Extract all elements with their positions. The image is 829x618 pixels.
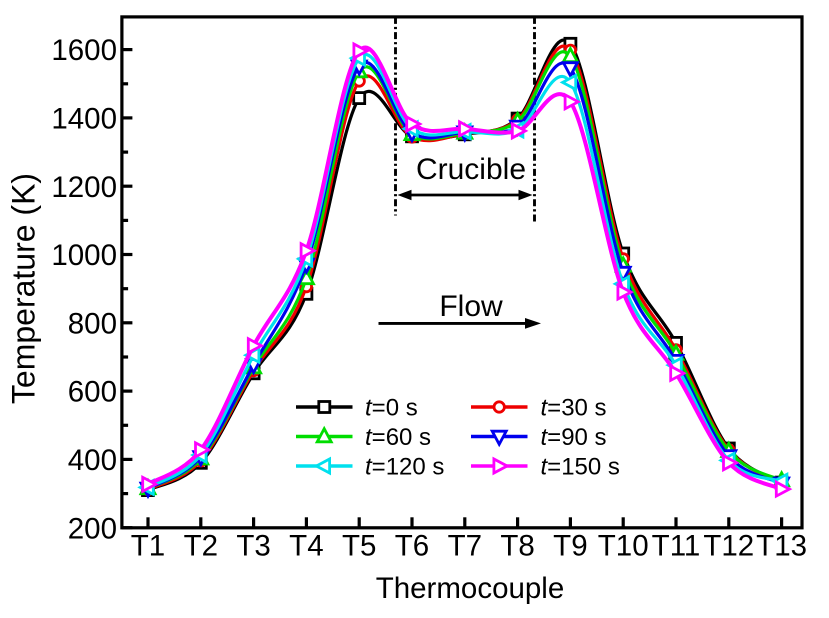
svg-text:1400: 1400 <box>51 103 117 136</box>
svg-text:t=0 s: t=0 s <box>365 394 418 421</box>
svg-text:1600: 1600 <box>51 34 117 67</box>
svg-text:t=30 s: t=30 s <box>541 394 607 421</box>
svg-text:T4: T4 <box>289 530 323 563</box>
svg-text:800: 800 <box>68 307 117 340</box>
svg-text:t=150 s: t=150 s <box>541 453 620 480</box>
svg-text:t=90 s: t=90 s <box>541 424 607 451</box>
svg-text:Thermocouple: Thermocouple <box>376 572 565 605</box>
svg-text:T1: T1 <box>131 530 165 563</box>
svg-text:t=120 s: t=120 s <box>365 453 444 480</box>
svg-text:T7: T7 <box>448 530 482 563</box>
svg-text:200: 200 <box>68 512 117 545</box>
svg-text:t=60 s: t=60 s <box>365 424 431 451</box>
svg-text:1000: 1000 <box>51 239 117 272</box>
svg-text:T10: T10 <box>598 530 649 563</box>
svg-text:T11: T11 <box>652 530 701 563</box>
svg-text:T8: T8 <box>500 530 534 563</box>
svg-text:T12: T12 <box>703 530 754 563</box>
svg-text:Crucible: Crucible <box>416 153 526 186</box>
svg-text:400: 400 <box>68 444 117 477</box>
svg-text:T9: T9 <box>553 530 587 563</box>
svg-text:T6: T6 <box>395 530 429 563</box>
svg-text:Flow: Flow <box>439 290 503 323</box>
svg-text:T3: T3 <box>236 530 270 563</box>
svg-text:Temperature (K): Temperature (K) <box>6 173 42 404</box>
svg-text:T2: T2 <box>184 530 218 563</box>
svg-text:T13: T13 <box>756 530 807 563</box>
svg-text:1200: 1200 <box>51 171 117 204</box>
svg-text:T5: T5 <box>342 530 376 563</box>
svg-text:600: 600 <box>68 376 117 409</box>
